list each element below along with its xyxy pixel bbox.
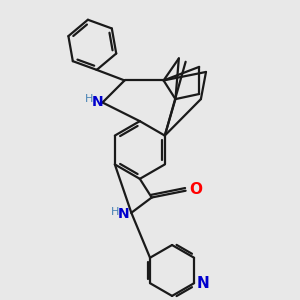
Text: H: H [111,207,119,217]
Text: H: H [85,94,93,104]
Text: N: N [196,276,209,291]
Text: N: N [118,208,130,221]
Text: O: O [189,182,202,196]
Text: N: N [92,95,103,109]
